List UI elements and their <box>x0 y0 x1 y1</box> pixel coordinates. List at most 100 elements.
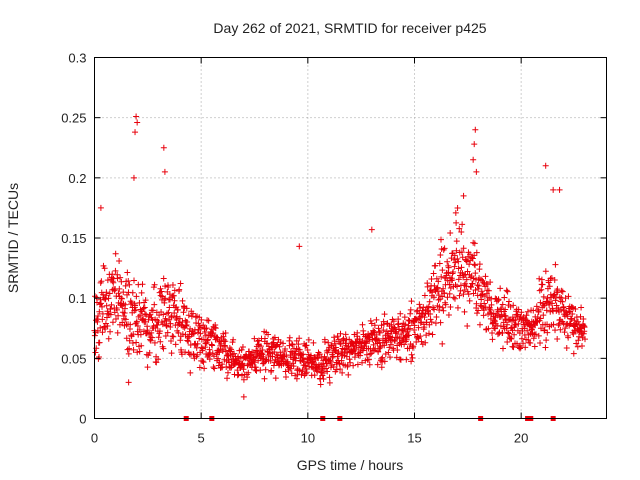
data-point <box>133 113 140 120</box>
data-point <box>509 327 516 334</box>
data-point <box>157 285 164 292</box>
data-point <box>130 346 137 353</box>
data-point <box>334 353 341 360</box>
data-point <box>115 290 122 297</box>
data-point <box>204 337 211 344</box>
data-point <box>565 334 572 341</box>
data-point <box>487 306 494 313</box>
data-point <box>454 205 461 212</box>
data-point <box>436 303 443 310</box>
data-point <box>430 270 437 277</box>
data-point <box>158 288 165 295</box>
data-point <box>116 285 123 292</box>
data-point <box>105 310 112 317</box>
data-point <box>562 325 569 332</box>
data-point <box>92 349 99 356</box>
data-point <box>296 335 303 342</box>
data-point <box>425 303 432 310</box>
data-point <box>317 381 324 388</box>
data-point <box>491 325 498 332</box>
data-point <box>478 296 485 303</box>
data-point <box>211 365 218 372</box>
data-point <box>132 307 139 314</box>
data-point <box>123 335 130 342</box>
data-point <box>578 304 585 311</box>
data-point <box>393 354 400 361</box>
data-point <box>460 291 467 298</box>
data-point <box>415 324 422 331</box>
data-point <box>456 225 463 232</box>
data-point <box>259 346 266 353</box>
data-point <box>162 295 169 302</box>
data-point <box>409 354 416 361</box>
data-point <box>452 209 459 216</box>
data-point <box>466 261 473 268</box>
data-point <box>345 371 352 378</box>
data-point <box>447 285 454 292</box>
data-point <box>396 326 403 333</box>
data-point <box>505 330 512 337</box>
data-point <box>435 292 442 299</box>
chart-title: Day 262 of 2021, SRMTID for receiver p42… <box>213 20 486 36</box>
data-point <box>371 347 378 354</box>
data-point <box>137 331 144 338</box>
data-point <box>115 312 122 319</box>
axis-ticks: 0 0.05 0.1 0.15 0.2 0.25 0.3 0 5 10 15 20 <box>61 51 607 446</box>
data-point <box>239 372 245 379</box>
data-point <box>330 364 337 371</box>
data-point <box>261 375 268 382</box>
data-point <box>179 297 186 304</box>
data-point <box>386 354 393 361</box>
data-point <box>151 339 158 346</box>
data-point <box>473 249 480 256</box>
data-point <box>455 265 462 272</box>
data-point <box>398 331 405 338</box>
data-point <box>178 351 185 358</box>
data-point <box>124 291 131 298</box>
data-point <box>141 310 148 317</box>
data-point <box>112 250 119 257</box>
data-point <box>442 301 449 308</box>
data-point <box>338 357 345 364</box>
data-point <box>314 368 321 375</box>
data-point <box>280 340 287 347</box>
data-point <box>240 376 247 383</box>
data-point <box>163 317 170 324</box>
data-point <box>437 251 444 258</box>
data-point <box>391 338 398 345</box>
data-point <box>429 331 436 338</box>
data-point <box>258 350 265 357</box>
data-point <box>301 362 308 369</box>
data-point <box>532 322 538 329</box>
data-point <box>147 311 154 318</box>
data-point <box>566 320 573 327</box>
data-point <box>451 256 458 263</box>
data-point <box>575 337 582 344</box>
data-point <box>271 334 278 341</box>
data-point <box>168 350 175 357</box>
data-point <box>185 338 192 345</box>
data-point <box>455 276 462 283</box>
data-point <box>568 303 575 310</box>
data-point <box>468 284 475 291</box>
data-point <box>175 319 182 326</box>
data-point <box>474 310 481 317</box>
data-point <box>294 371 301 378</box>
data-point <box>536 287 543 294</box>
data-point <box>451 263 458 270</box>
data-point <box>381 358 388 365</box>
data-point <box>273 351 280 358</box>
data-point <box>303 369 310 376</box>
data-point <box>480 307 487 314</box>
data-point <box>354 329 361 336</box>
data-point <box>168 338 175 345</box>
data-point <box>359 321 366 328</box>
data-point <box>208 341 215 348</box>
data-point <box>535 308 542 315</box>
data-point <box>276 343 283 350</box>
data-point <box>569 310 576 317</box>
data-points <box>91 113 589 400</box>
data-point <box>105 335 112 342</box>
data-point <box>315 355 322 362</box>
data-point <box>424 283 431 290</box>
